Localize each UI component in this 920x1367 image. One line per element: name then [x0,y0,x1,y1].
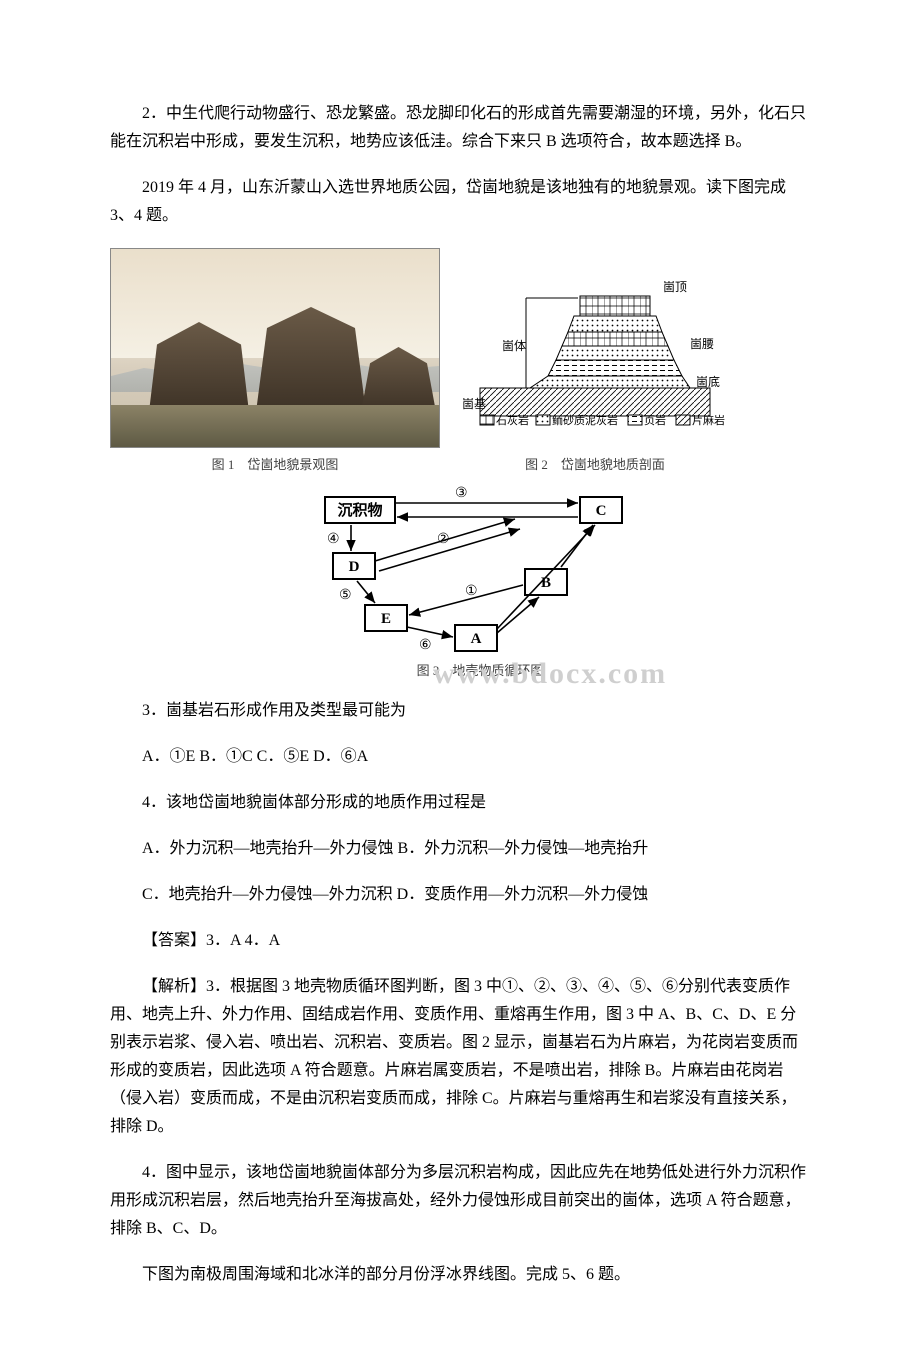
question-3-options: A．①E B．①C C．⑤E D．⑥A [110,743,810,771]
figure-1-box: 图 1 岱崮地貌景观图 [110,248,440,473]
svg-text:沉积物: 沉积物 [337,501,382,519]
svg-text:鲕砂质泥灰岩: 鲕砂质泥灰岩 [552,413,618,427]
answer-2-explanation: 2．中生代爬行动物盛行、恐龙繁盛。恐龙脚印化石的形成首先需要潮湿的环境，另外，化… [110,100,810,156]
figure-1-landscape [110,248,440,448]
figure-2-caption: 图 2 岱崮地貌地质剖面 [525,454,665,473]
label-guyao: 崮腰 [690,337,714,351]
svg-text:②: ② [437,532,450,547]
figure-3-box: 沉积物 C D B E A ③ ④ ② ⑤ ① ⑥ [150,479,810,679]
label-guti: 崮体 [502,339,526,353]
svg-text:⑤: ⑤ [339,588,352,603]
question-4-options-ab: A．外力沉积—地壳抬升—外力侵蚀 B．外力沉积—外力侵蚀—地壳抬升 [110,835,810,863]
svg-text:①: ① [465,584,478,599]
svg-text:片麻岩: 片麻岩 [692,413,725,427]
explanation-4: 4．图中显示，该地岱崮地貌崮体部分为多层沉积岩构成，因此应先在地势低处进行外力沉… [110,1159,810,1243]
intro-q3-q4: 2019 年 4 月，山东沂蒙山入选世界地质公园，岱崮地貌是该地独有的地貌景观。… [110,174,810,230]
svg-text:④: ④ [327,532,340,547]
intro-q5-q6: 下图为南极周围海域和北冰洋的部分月份浮冰界线图。完成 5、6 题。 [110,1261,810,1289]
question-4: 4．该地岱崮地貌崮体部分形成的地质作用过程是 [110,789,810,817]
svg-text:页岩: 页岩 [644,413,666,427]
svg-text:E: E [381,611,391,627]
figure-3-svg: 沉积物 C D B E A ③ ④ ② ⑤ ① ⑥ [315,479,645,654]
figure-2-box: 崮顶 崮腰 崮底 崮体 崮基 石灰岩 鲕砂质泥灰岩 页岩 片麻岩 图 2 岱崮地… [460,258,730,473]
svg-text:D: D [349,559,360,575]
figure-1-caption: 图 1 岱崮地貌景观图 [212,454,339,473]
svg-text:C: C [596,503,607,519]
question-4-options-cd: C．地壳抬升—外力侵蚀—外力沉积 D．变质作用—外力沉积—外力侵蚀 [110,881,810,909]
label-gudi: 崮底 [696,374,720,389]
label-guding: 崮顶 [663,280,687,294]
svg-text:石灰岩: 石灰岩 [496,413,529,427]
explanation-3: 【解析】3．根据图 3 地壳物质循环图判断，图 3 中①、②、③、④、⑤、⑥分别… [110,973,810,1141]
figure-3-caption: 图 3 地壳物质循环图 [417,660,544,679]
answer-3-4: 【答案】3．A 4．A [110,927,810,955]
svg-text:③: ③ [455,486,468,501]
svg-text:A: A [471,631,482,647]
figure-2-svg: 崮顶 崮腰 崮底 崮体 崮基 石灰岩 鲕砂质泥灰岩 页岩 片麻岩 [460,258,730,448]
svg-text:⑥: ⑥ [419,638,432,653]
question-3: 3．崮基岩石形成作用及类型最可能为 [110,697,810,725]
figure-row-1: 图 1 岱崮地貌景观图 [110,248,810,473]
label-guji: 崮基 [462,397,486,411]
